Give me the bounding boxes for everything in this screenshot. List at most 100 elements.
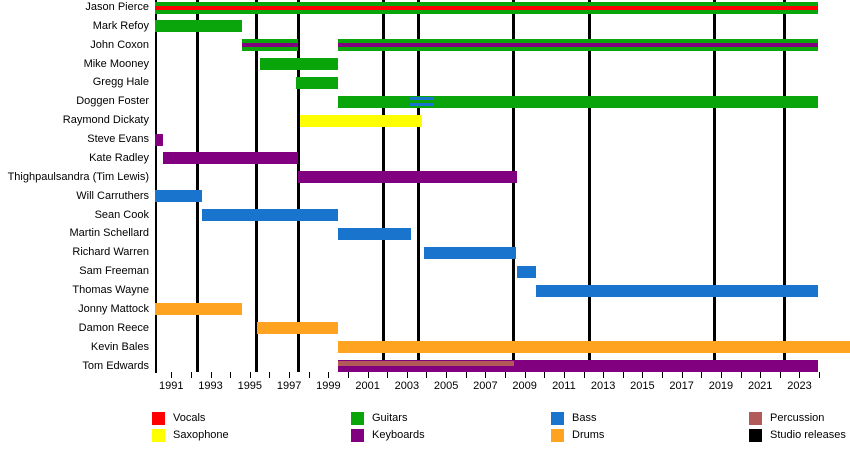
legend-label-saxophone: Saxophone	[173, 429, 229, 441]
studio-release-line	[587, 0, 591, 372]
axis-tick	[446, 372, 448, 378]
role-overlay-bass	[408, 97, 434, 101]
legend-label-keyboards: Keyboards	[372, 429, 425, 441]
timeline-bar-saxophone	[300, 114, 422, 127]
axis-tick	[367, 372, 369, 378]
axis-tick	[171, 372, 173, 378]
timeline-bar-keyboards	[163, 152, 298, 165]
axis-tick	[819, 372, 821, 378]
plot-left-spine	[155, 0, 157, 373]
member-label: Raymond Dickaty	[62, 114, 149, 127]
timeline-bar-guitars	[338, 39, 819, 52]
timeline-bar-drums	[256, 322, 339, 335]
member-label: Doggen Foster	[76, 95, 149, 108]
axis-tick	[328, 372, 330, 378]
axis-tick-label: 2023	[787, 380, 812, 392]
axis-tick	[603, 372, 605, 378]
axis-tick-label: 2005	[433, 380, 459, 392]
role-stripe-keyboards	[338, 43, 819, 48]
axis-tick-label: 1999	[316, 380, 341, 392]
axis-tick	[289, 372, 291, 378]
member-label: Mark Refoy	[92, 19, 149, 32]
timeline-bar-bass	[423, 246, 516, 259]
legend-swatch-saxophone	[152, 429, 165, 442]
axis-tick	[387, 372, 389, 378]
axis-tick	[701, 372, 703, 378]
axis-tick-label: 2007	[473, 380, 498, 392]
axis-tick	[622, 372, 624, 378]
timeline-bar-guitars	[155, 1, 819, 14]
axis-tick-label: 1997	[276, 380, 302, 392]
timeline-bar-guitars	[338, 95, 819, 108]
member-label: Sean Cook	[94, 208, 149, 221]
axis-tick	[681, 372, 683, 378]
axis-tick-label: 1993	[198, 380, 223, 392]
axis-tick	[190, 372, 192, 378]
role-overlay-bass	[408, 103, 434, 107]
axis-tick-label: 2019	[708, 380, 734, 392]
role-stripe-vocals	[155, 5, 819, 10]
timeline-bar-bass	[516, 265, 536, 278]
member-label: Kevin Bales	[90, 340, 149, 353]
legend-swatch-keyboards	[351, 429, 364, 442]
axis-tick	[760, 372, 762, 378]
timeline-bar-guitars	[295, 76, 339, 89]
timeline-bar-drums	[155, 303, 243, 316]
axis-tick	[720, 372, 722, 378]
axis-tick-label: 2001	[355, 380, 380, 392]
axis-tick	[210, 372, 212, 378]
member-label: Richard Warren	[72, 246, 149, 259]
axis-tick	[799, 372, 801, 378]
member-label: Thighpaulsandra (Tim Lewis)	[7, 170, 149, 183]
member-label: Jonny Mattock	[78, 302, 149, 315]
axis-tick	[642, 372, 644, 378]
member-label: Mike Mooney	[83, 57, 149, 70]
timeline-bar-keyboards	[155, 133, 164, 146]
role-stripe-percussion	[338, 361, 514, 366]
legend-swatch-guitars	[351, 412, 364, 425]
legend-label-drums: Drums	[572, 429, 605, 441]
role-stripe-keyboards	[242, 43, 298, 48]
axis-tick	[426, 372, 428, 378]
studio-release-line	[782, 0, 786, 372]
axis-tick	[740, 372, 742, 378]
member-label: Will Carruthers	[76, 189, 149, 202]
studio-release-line	[382, 0, 386, 372]
legend-label-studio_releases: Studio releases	[770, 429, 846, 441]
axis-tick-label: 2015	[630, 380, 655, 392]
timeline-bar-bass	[155, 190, 203, 203]
timeline-bar-keyboards	[338, 360, 819, 373]
timeline-bar-keyboards	[297, 171, 517, 184]
member-label: Tom Edwards	[82, 359, 149, 372]
member-label: Thomas Wayne	[72, 284, 149, 297]
timeline-bar-guitars	[259, 58, 339, 71]
studio-release-line	[712, 0, 716, 372]
studio-release-line	[254, 0, 258, 372]
member-label: Martin Schellard	[69, 227, 149, 240]
member-label: Kate Radley	[89, 151, 149, 164]
studio-release-line	[417, 0, 421, 372]
member-label: Sam Freeman	[79, 265, 149, 278]
member-label: Steve Evans	[87, 133, 149, 146]
member-label: John Coxon	[90, 38, 149, 51]
axis-tick	[308, 372, 310, 378]
legend-label-percussion: Percussion	[770, 412, 825, 424]
axis-tick	[249, 372, 251, 378]
member-label: Jason Pierce	[85, 1, 149, 13]
legend-label-bass: Bass	[572, 412, 597, 424]
axis-tick-label: 2013	[590, 380, 616, 392]
axis-tick-label: 2017	[669, 380, 694, 392]
axis-tick	[544, 372, 546, 378]
axis-tick	[583, 372, 585, 378]
studio-release-line	[195, 0, 199, 372]
legend-swatch-vocals	[152, 412, 165, 425]
axis-tick	[485, 372, 487, 378]
timeline-bar-guitars	[242, 39, 298, 52]
legend-swatch-percussion	[749, 412, 762, 425]
legend-label-vocals: Vocals	[173, 412, 206, 424]
axis-tick	[779, 372, 781, 378]
legend-swatch-studio_releases	[749, 429, 762, 442]
axis-tick	[230, 372, 232, 378]
axis-tick-label: 2003	[394, 380, 420, 392]
